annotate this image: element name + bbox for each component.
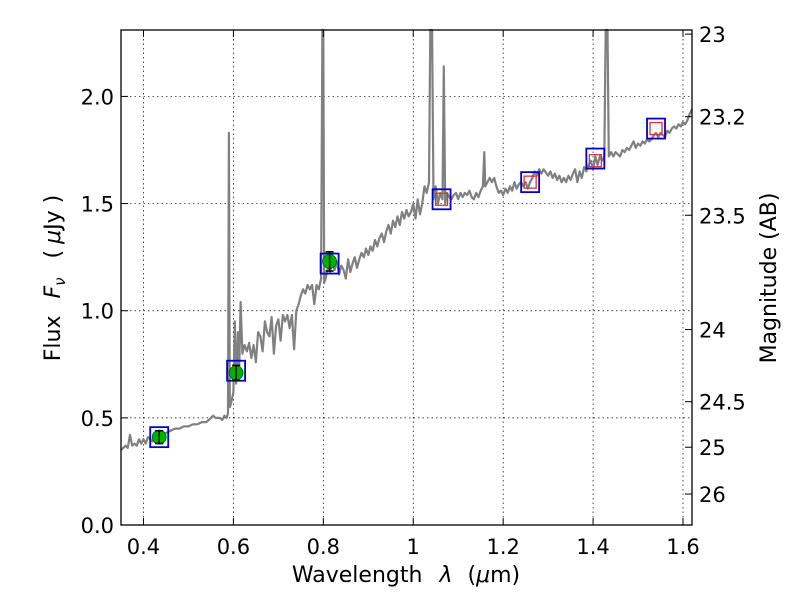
model-box [520,171,541,194]
y-tick-label: 2.0 [81,85,114,109]
y2-tick-label: 26 [699,483,726,507]
x-tick-label: 0.6 [217,535,250,559]
y-axis-label-word: Flux [41,316,66,362]
gridlines [121,30,692,525]
y-tick-label: 1.0 [81,300,114,324]
y2-tick-label: 24.5 [699,391,746,415]
model-box [585,147,606,170]
upper-inner-box [523,175,537,189]
spectrum-line [120,28,693,451]
right-axis-label: Magnitude (AB) [757,193,782,364]
y-axis-label-unit-mu: μ [41,230,66,245]
y2-tick-label: 25 [699,436,726,460]
y-axis-label-unit-rest: Jy ) [41,195,66,232]
y-tick-label: 0.5 [81,407,114,431]
upper-inner-box [649,121,663,136]
x-axis-label-unit-rest: m) [490,563,520,588]
y-axis-label: Flux Fν ( μJy ) [41,195,71,361]
x-axis-label-word: Wavelength [292,563,423,588]
x-tick-label: 1.6 [666,535,699,559]
x-axis-label-symbol: λ [438,563,452,588]
x-tick-label: 0.8 [307,535,340,559]
model-box [646,117,666,140]
x-tick-label: 1.2 [486,535,519,559]
upper-inner-box [434,192,449,206]
y2-tick-label: 23 [699,23,726,47]
spectrum-series [120,28,693,451]
y2-tick-label: 23.2 [699,106,746,130]
x-axis-label-unit-mu: μ [475,563,490,588]
y-axis-label-unit-open: ( [41,250,66,259]
y2-tick-label: 23.5 [699,204,746,228]
model-box [149,426,170,449]
y2-tick-label: 24 [699,319,726,343]
upper-inner-box [588,154,602,168]
plot-frame [120,29,693,526]
y-tick-label: 1.5 [81,193,114,217]
x-tick-label: 1.4 [576,535,609,559]
x-axis-label: Wavelength λ (μm) [292,563,520,588]
y-axis-label-subscript: ν [51,277,69,285]
x-axis-label-unit-open: ( [467,563,476,588]
photometry-markers [149,117,666,449]
ticks: 0.4 0.6 0.8 1 1.2 1.4 1.6 0.0 0.5 1.0 1.5 2.0 23 23.2… [81,23,746,559]
x-tick-label: 0.4 [127,535,160,559]
model-box [431,188,452,211]
x-tick-label: 1 [407,535,420,559]
y-axis-label-symbol: F [41,286,66,299]
y-tick-label: 0.0 [81,514,114,538]
